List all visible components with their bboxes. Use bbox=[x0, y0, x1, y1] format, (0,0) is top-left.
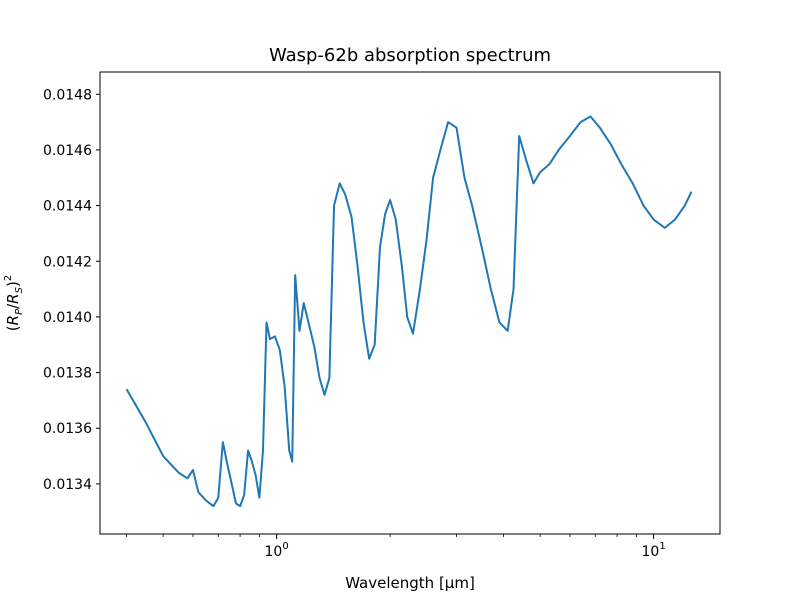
y-tick-label: 0.0142 bbox=[43, 254, 92, 270]
y-axis: 0.0134 0.0136 0.0138 0.0140 0.0142 0.0144 0.01… bbox=[43, 87, 100, 493]
y-tick-label: 0.0138 bbox=[43, 366, 92, 382]
x-tick-label: 101 bbox=[642, 541, 666, 560]
y-tick-label: 0.0136 bbox=[43, 421, 92, 437]
x-axis: 100 101 bbox=[126, 534, 666, 560]
x-axis-label: Wavelength [μm] bbox=[345, 574, 475, 592]
plot-area bbox=[125, 115, 693, 508]
x-tick-label: 100 bbox=[265, 541, 289, 560]
series-line-0 bbox=[125, 115, 693, 508]
y-tick-label: 0.0148 bbox=[43, 87, 92, 103]
chart-title: Wasp-62b absorption spectrum bbox=[269, 45, 551, 66]
y-tick-label: 0.0144 bbox=[43, 199, 92, 215]
axes-frame bbox=[99, 71, 721, 535]
y-tick-label: 0.0146 bbox=[43, 143, 92, 159]
y-tick-label: 0.0134 bbox=[43, 477, 92, 493]
y-axis-label: (RP/RS)2 bbox=[3, 275, 25, 331]
y-tick-label: 0.0140 bbox=[43, 310, 92, 326]
